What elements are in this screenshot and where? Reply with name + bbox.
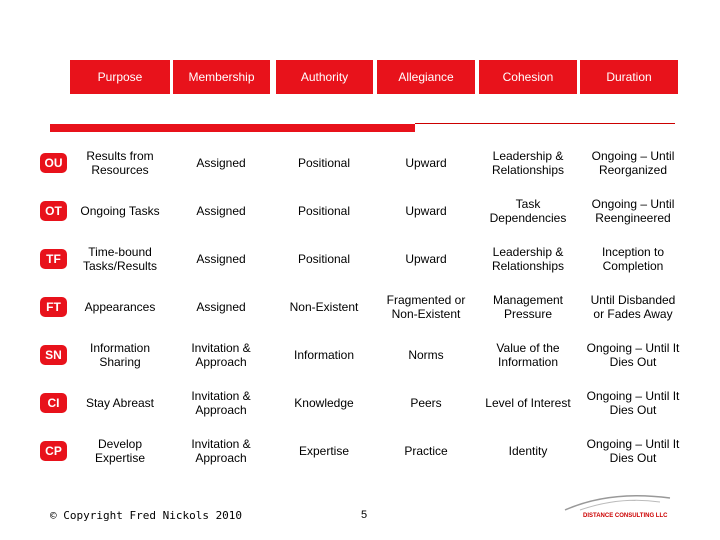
table-cell: Practice: [404, 444, 448, 458]
table-cell: Positional: [297, 156, 351, 170]
table-cell: Invitation & Approach: [191, 389, 251, 417]
table-cell: Ongoing – Until It Dies Out: [586, 389, 680, 417]
table-cell: Management Pressure: [492, 293, 564, 321]
table-cell: Norms: [408, 348, 444, 362]
logo-swoosh: [564, 494, 671, 511]
table-cell: Assigned: [196, 252, 246, 266]
table-cell: Peers: [410, 396, 442, 410]
table-cell: Assigned: [196, 300, 246, 314]
table-cell: Upward: [405, 156, 447, 170]
table-cell: Identity: [508, 444, 548, 458]
row-code: FT: [40, 297, 67, 317]
table-cell: Assigned: [196, 156, 246, 170]
table-cell: Level of Interest: [485, 396, 571, 410]
table-cell: Value of the Information: [496, 341, 560, 369]
column-header: Purpose: [70, 60, 170, 94]
table-cell: Fragmented or Non-Existent: [386, 293, 466, 321]
page-number: 5: [361, 509, 368, 521]
table-cell: Ongoing – Until It Dies Out: [586, 341, 680, 369]
row-code: SN: [40, 345, 67, 365]
row-code: CI: [40, 393, 67, 413]
table-cell: Leadership & Relationships: [491, 149, 565, 177]
table-cell: Upward: [405, 204, 447, 218]
table-cell: Expertise: [298, 444, 350, 458]
row-code: OT: [40, 201, 67, 221]
table-cell: Information: [293, 348, 355, 362]
column-header: Allegiance: [377, 60, 475, 94]
table-cell: Invitation & Approach: [191, 341, 251, 369]
table-cell: Ongoing – Until Reengineered: [591, 197, 675, 225]
table-cell: Ongoing – Until Reorganized: [591, 149, 675, 177]
table-cell: Ongoing Tasks: [80, 204, 160, 218]
rule-line: [415, 123, 675, 124]
column-header: Authority: [276, 60, 373, 94]
table-cell: Stay Abreast: [85, 396, 155, 410]
logo-text: DISTANCE CONSULTING LLC: [583, 513, 668, 519]
table-cell: Develop Expertise: [94, 437, 146, 465]
table-cell: Appearances: [84, 300, 156, 314]
table-cell: Inception to Completion: [601, 245, 665, 273]
red-bar: [50, 124, 415, 132]
table-cell: Non-Existent: [289, 300, 359, 314]
column-header: Duration: [580, 60, 678, 94]
table-cell: Results from Resources: [86, 149, 154, 177]
table-cell: Until Disbanded or Fades Away: [590, 293, 676, 321]
table-cell: Leadership & Relationships: [491, 245, 565, 273]
copyright: © Copyright Fred Nickols 2010: [50, 509, 243, 522]
table-cell: Knowledge: [294, 396, 354, 410]
table-cell: Information Sharing: [89, 341, 151, 369]
table-cell: Positional: [297, 204, 351, 218]
table-cell: Ongoing – Until It Dies Out: [586, 437, 680, 465]
column-header: Membership: [173, 60, 270, 94]
row-code: CP: [40, 441, 67, 461]
table-cell: Invitation & Approach: [191, 437, 251, 465]
column-header: Cohesion: [479, 60, 577, 94]
table-cell: Task Dependencies: [489, 197, 567, 225]
table-cell: Upward: [405, 252, 447, 266]
table-cell: Time-bound Tasks/Results: [82, 245, 158, 273]
row-code: TF: [40, 249, 67, 269]
table-cell: Assigned: [196, 204, 246, 218]
table-cell: Positional: [297, 252, 351, 266]
row-code: OU: [40, 153, 67, 173]
